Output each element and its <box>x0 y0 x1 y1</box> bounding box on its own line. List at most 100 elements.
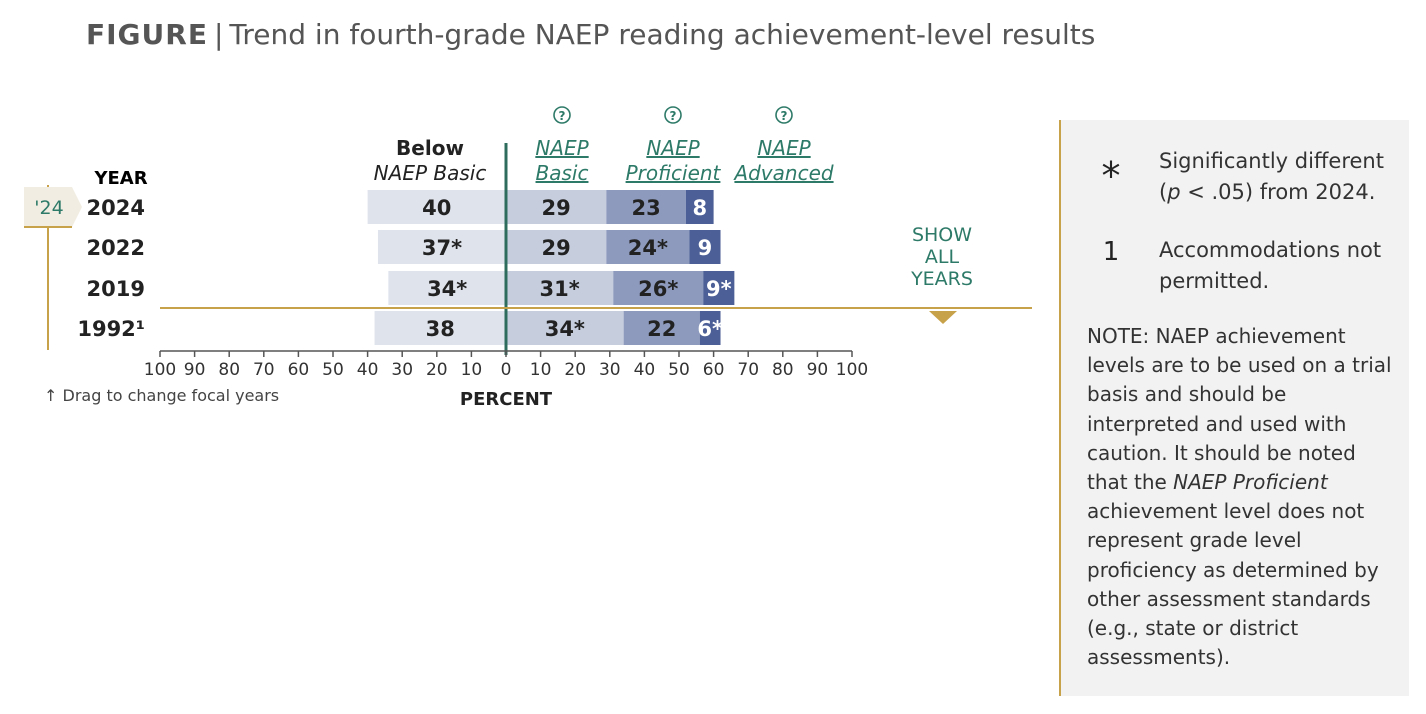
help-icon-glyph: ? <box>559 109 566 123</box>
header-proficient-line2: Proficient <box>626 161 722 185</box>
bar-row: 1992¹ 38 34* 22 6* <box>77 311 723 345</box>
figure-title: FIGURE | Trend in fourth-grade NAEP readin… <box>86 18 1095 51</box>
show-all-years-label: ALL <box>925 246 960 268</box>
title-text: Trend in fourth-grade NAEP reading achie… <box>229 18 1096 51</box>
x-tick-label: 80 <box>218 360 240 380</box>
x-tick-label: 100 <box>144 360 176 380</box>
label-below-basic: 34* <box>427 277 467 301</box>
asterisk-symbol: * <box>1101 154 1121 198</box>
x-tick-label: 30 <box>391 360 413 380</box>
help-icon[interactable]: ? <box>664 106 682 124</box>
bar-proficient <box>606 230 690 264</box>
x-axis-title: PERCENT <box>460 389 553 410</box>
x-tick-label: 40 <box>634 360 656 380</box>
legend-text-significance: Significantly different (p < .05) from 2… <box>1159 149 1384 204</box>
label-proficient: 26* <box>638 277 678 301</box>
bar-below-basic <box>388 271 506 305</box>
label-below-basic: 40 <box>422 196 451 220</box>
bar-row: 2019 34* 31* 26* 9* <box>87 271 735 305</box>
bar-advanced <box>689 230 721 264</box>
label-below-basic: 38 <box>426 317 455 341</box>
year-label: 2024 <box>87 196 145 220</box>
label-basic: 29 <box>542 196 571 220</box>
header-advanced-line1: NAEP <box>757 136 811 160</box>
bar-row: 2024 40 29 23 8 <box>87 190 714 224</box>
bar-below-basic <box>377 230 506 264</box>
bar-advanced <box>699 311 721 345</box>
header-below-basic-line1: Below <box>396 136 464 160</box>
label-basic: 31* <box>540 277 580 301</box>
x-tick-label: 0 <box>501 360 512 380</box>
x-tick-label: 70 <box>737 360 759 380</box>
help-icon[interactable]: ? <box>553 106 571 124</box>
x-tick-label: 50 <box>668 360 690 380</box>
label-basic: 34* <box>545 317 585 341</box>
x-tick-label: 100 <box>836 360 868 380</box>
header-basic-line2: Basic <box>536 161 589 185</box>
bar-proficient <box>613 271 704 305</box>
focal-year-handle[interactable]: '24 <box>24 187 82 228</box>
x-axis: 100 90 80 70 60 50 40 30 20 10 0 10 20 30 40 50 60 70 80 90… <box>144 143 1032 410</box>
label-advanced: 9* <box>706 277 732 301</box>
help-icon-glyph: ? <box>781 109 788 123</box>
x-tick-label: 80 <box>772 360 794 380</box>
label-below-basic: 37* <box>422 236 462 260</box>
bar-below-basic <box>367 190 506 224</box>
x-tick-label: 10 <box>461 360 483 380</box>
x-tick-label: 90 <box>807 360 829 380</box>
drag-hint: ↑ Drag to change focal years <box>44 386 280 405</box>
label-advanced: 8 <box>692 196 707 220</box>
expand-triangle-icon[interactable] <box>929 311 957 324</box>
show-all-years-label: SHOW <box>912 224 972 246</box>
year-label: 2019 <box>87 277 145 301</box>
help-icon-circle <box>553 106 571 124</box>
header-basic-line1: NAEP <box>535 136 589 160</box>
label-advanced: 6* <box>697 317 723 341</box>
x-tick-label: 60 <box>703 360 725 380</box>
bar-basic <box>506 271 614 305</box>
legend-text-accommodations: Accommodations not permitted. <box>1159 238 1382 293</box>
header-proficient-line1: NAEP <box>646 136 700 160</box>
title-separator: | <box>213 18 224 51</box>
legend-panel: * Significantly different (p < .05) from… <box>1059 120 1409 696</box>
help-icon-glyph: ? <box>670 109 677 123</box>
year-header: YEAR <box>93 168 147 189</box>
x-tick-label: 30 <box>599 360 621 380</box>
bar-rows: 2024 40 29 23 8 2022 37* 29 24* 9 2019 34* 31* 26* 9* 1… <box>77 190 735 345</box>
bar-below-basic <box>374 311 506 345</box>
label-proficient: 22 <box>647 317 676 341</box>
x-tick-label: 90 <box>184 360 206 380</box>
x-tick-label: 40 <box>357 360 379 380</box>
bar-advanced <box>685 190 714 224</box>
bar-row: 2022 37* 29 24* 9 <box>87 230 721 264</box>
label-proficient: 23 <box>632 196 661 220</box>
focal-year-tab-label: '24 <box>34 197 63 219</box>
footnote-one-symbol: 1 <box>1102 237 1120 267</box>
bar-basic <box>506 190 607 224</box>
figure-label: FIGURE <box>86 18 208 51</box>
x-tick-label: 10 <box>530 360 552 380</box>
bar-proficient <box>623 311 700 345</box>
bar-basic <box>506 311 624 345</box>
help-icon[interactable]: ? <box>775 106 793 124</box>
label-proficient: 24* <box>628 236 668 260</box>
help-icon-circle <box>664 106 682 124</box>
header-below-basic-line2: NAEP Basic <box>374 161 487 185</box>
x-tick-label: 20 <box>426 360 448 380</box>
bar-advanced <box>703 271 735 305</box>
label-basic: 29 <box>542 236 571 260</box>
year-label: 1992¹ <box>77 317 145 341</box>
x-tick-label: 50 <box>322 360 344 380</box>
header-advanced-line2: Advanced <box>732 161 833 185</box>
bar-proficient <box>606 190 686 224</box>
year-label: 2022 <box>87 236 145 260</box>
help-icon-circle <box>775 106 793 124</box>
bar-basic <box>506 230 607 264</box>
